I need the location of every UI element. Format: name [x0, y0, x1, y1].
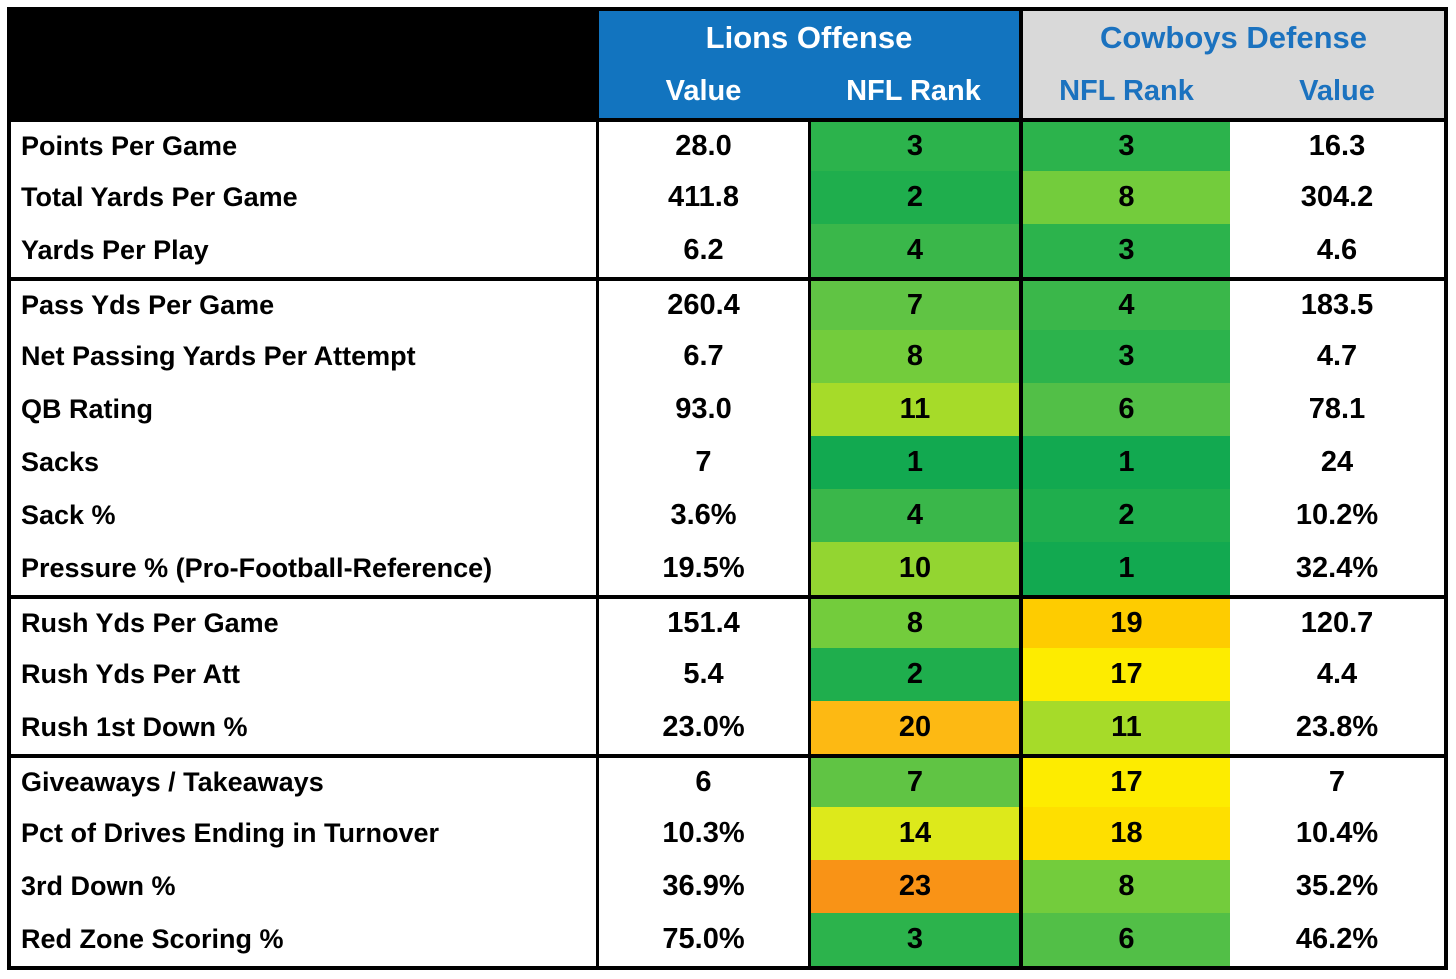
- stats-table-container: Lions Offense Cowboys Defense Value NFL …: [7, 7, 1448, 970]
- lions-rank-cell: 4: [808, 489, 1019, 542]
- lions-rank-cell: 7: [808, 754, 1019, 807]
- lions-rank-cell: 23: [808, 860, 1019, 913]
- lions-offense-header: Lions Offense: [596, 11, 1019, 65]
- lions-rank-cell: 4: [808, 224, 1019, 277]
- cowboys-rank-cell: 11: [1019, 701, 1230, 754]
- lions-nfl-rank-column-header: NFL Rank: [808, 65, 1019, 118]
- stat-label: Pass Yds Per Game: [11, 277, 596, 330]
- lions-rank-cell: 3: [808, 118, 1019, 171]
- lions-value-cell: 6: [596, 754, 808, 807]
- cowboys-value-cell: 46.2%: [1230, 913, 1444, 966]
- lions-value-cell: 10.3%: [596, 807, 808, 860]
- lions-value-cell: 36.9%: [596, 860, 808, 913]
- cowboys-rank-cell: 8: [1019, 860, 1230, 913]
- cowboys-rank-cell: 17: [1019, 648, 1230, 701]
- lions-rank-cell: 1: [808, 436, 1019, 489]
- cowboys-value-cell: 7: [1230, 754, 1444, 807]
- lions-rank-cell: 2: [808, 648, 1019, 701]
- stat-label: Sacks: [11, 436, 596, 489]
- cowboys-value-cell: 32.4%: [1230, 542, 1444, 595]
- stat-label: Sack %: [11, 489, 596, 542]
- stat-label: Red Zone Scoring %: [11, 913, 596, 966]
- lions-value-cell: 28.0: [596, 118, 808, 171]
- lions-value-cell: 7: [596, 436, 808, 489]
- lions-value-cell: 19.5%: [596, 542, 808, 595]
- stat-label: Giveaways / Takeaways: [11, 754, 596, 807]
- lions-rank-cell: 8: [808, 330, 1019, 383]
- cowboys-value-cell: 4.4: [1230, 648, 1444, 701]
- cowboys-rank-cell: 6: [1019, 913, 1230, 966]
- cowboys-rank-cell: 4: [1019, 277, 1230, 330]
- lions-rank-cell: 2: [808, 171, 1019, 224]
- stat-label: Net Passing Yards Per Attempt: [11, 330, 596, 383]
- cowboys-value-cell: 23.8%: [1230, 701, 1444, 754]
- lions-rank-cell: 11: [808, 383, 1019, 436]
- lions-rank-cell: 8: [808, 595, 1019, 648]
- cowboys-value-cell: 35.2%: [1230, 860, 1444, 913]
- lions-value-cell: 411.8: [596, 171, 808, 224]
- lions-value-cell: 6.2: [596, 224, 808, 277]
- cowboys-value-cell: 10.2%: [1230, 489, 1444, 542]
- cowboys-value-cell: 4.7: [1230, 330, 1444, 383]
- cowboys-rank-cell: 6: [1019, 383, 1230, 436]
- lions-rank-cell: 20: [808, 701, 1019, 754]
- stat-label: Rush Yds Per Game: [11, 595, 596, 648]
- cowboys-value-cell: 120.7: [1230, 595, 1444, 648]
- lions-rank-cell: 3: [808, 913, 1019, 966]
- cowboys-value-cell: 78.1: [1230, 383, 1444, 436]
- cowboys-rank-cell: 18: [1019, 807, 1230, 860]
- lions-value-cell: 260.4: [596, 277, 808, 330]
- cowboys-rank-cell: 19: [1019, 595, 1230, 648]
- stat-label: Rush Yds Per Att: [11, 648, 596, 701]
- cowboys-rank-cell: 1: [1019, 542, 1230, 595]
- stat-label: QB Rating: [11, 383, 596, 436]
- cowboys-nfl-rank-column-header: NFL Rank: [1019, 65, 1230, 118]
- lions-rank-cell: 10: [808, 542, 1019, 595]
- cowboys-rank-cell: 3: [1019, 118, 1230, 171]
- lions-value-cell: 23.0%: [596, 701, 808, 754]
- lions-value-cell: 5.4: [596, 648, 808, 701]
- lions-value-cell: 151.4: [596, 595, 808, 648]
- cowboys-rank-cell: 17: [1019, 754, 1230, 807]
- cowboys-rank-cell: 3: [1019, 330, 1230, 383]
- stat-label: 3rd Down %: [11, 860, 596, 913]
- stat-label: Points Per Game: [11, 118, 596, 171]
- stat-label: Pct of Drives Ending in Turnover: [11, 807, 596, 860]
- lions-value-cell: 6.7: [596, 330, 808, 383]
- cowboys-defense-header: Cowboys Defense: [1019, 11, 1444, 65]
- cowboys-rank-cell: 3: [1019, 224, 1230, 277]
- lions-value-cell: 3.6%: [596, 489, 808, 542]
- stat-label: Total Yards Per Game: [11, 171, 596, 224]
- stat-label: Yards Per Play: [11, 224, 596, 277]
- cowboys-value-cell: 4.6: [1230, 224, 1444, 277]
- cowboys-rank-cell: 2: [1019, 489, 1230, 542]
- cowboys-value-cell: 16.3: [1230, 118, 1444, 171]
- stat-label: Rush 1st Down %: [11, 701, 596, 754]
- corner-black-box: [11, 11, 596, 118]
- cowboys-value-cell: 10.4%: [1230, 807, 1444, 860]
- lions-rank-cell: 7: [808, 277, 1019, 330]
- cowboys-rank-cell: 1: [1019, 436, 1230, 489]
- stats-table: Lions Offense Cowboys Defense Value NFL …: [11, 11, 1444, 966]
- lions-rank-cell: 14: [808, 807, 1019, 860]
- cowboys-value-cell: 183.5: [1230, 277, 1444, 330]
- cowboys-value-column-header: Value: [1230, 65, 1444, 118]
- lions-value-column-header: Value: [596, 65, 808, 118]
- cowboys-rank-cell: 8: [1019, 171, 1230, 224]
- lions-value-cell: 93.0: [596, 383, 808, 436]
- lions-value-cell: 75.0%: [596, 913, 808, 966]
- cowboys-value-cell: 24: [1230, 436, 1444, 489]
- stat-label: Pressure % (Pro-Football-Reference): [11, 542, 596, 595]
- cowboys-value-cell: 304.2: [1230, 171, 1444, 224]
